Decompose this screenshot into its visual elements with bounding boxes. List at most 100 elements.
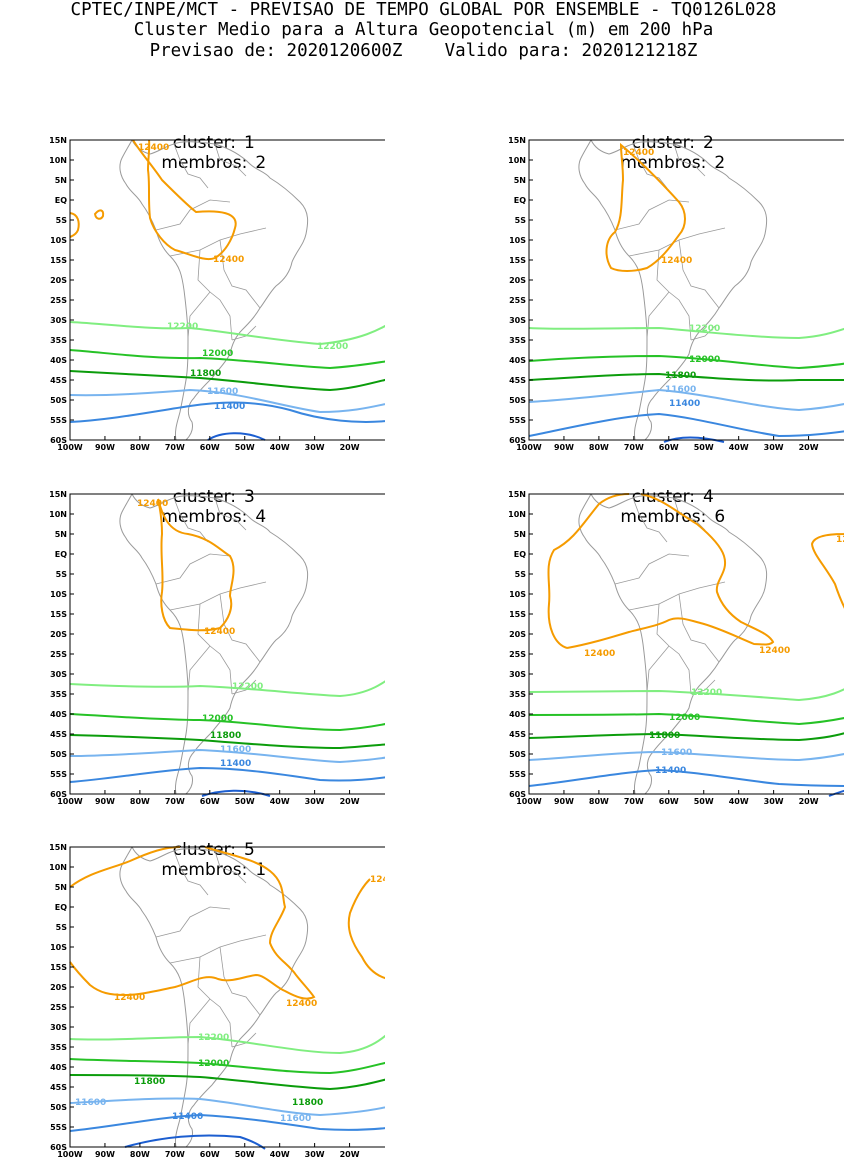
lat-tick-label: 10S xyxy=(509,590,526,599)
contours xyxy=(69,846,385,1150)
country-borders xyxy=(155,497,267,695)
label-12400: 12400 xyxy=(759,646,790,656)
contour-11200 xyxy=(201,789,271,797)
members-count: 6 xyxy=(714,507,726,527)
lon-tick-label: 90W xyxy=(95,443,115,452)
lat-tick-label: 45S xyxy=(50,1083,67,1092)
map-frame: 15N 10N 5N EQ 5S 10S 15S 20S 25S 30S 35S 40S 45S 50S 5… xyxy=(49,136,385,452)
coastline xyxy=(119,846,309,1148)
map-frame: 15N 10N 5N EQ 5S 10S 15S 20S 25S 30S 35S 40S 45S 50S 5… xyxy=(49,490,385,806)
lon-tick-label: 90W xyxy=(554,797,574,806)
lat-tick-label: 25S xyxy=(50,296,67,305)
contours xyxy=(528,493,844,797)
lat-tick-label: 20S xyxy=(509,276,526,285)
label-12400: 12400 xyxy=(213,255,244,265)
lon-tick-label: 20W xyxy=(799,797,819,806)
map-4: 12400 12400 12400 12200 12000 11800 1160… xyxy=(508,490,844,806)
label-11800: 11800 xyxy=(292,1098,323,1108)
lon-tick-label: 100W xyxy=(516,443,542,452)
lat-tick-label: 5S xyxy=(56,923,68,932)
lat-tick-label: 35S xyxy=(509,690,526,699)
lon-tick-label: 60W xyxy=(659,443,679,452)
lon-tick-label: 80W xyxy=(589,797,609,806)
label-12400: 12400 xyxy=(204,627,235,637)
lat-tick-label: 50S xyxy=(509,750,526,759)
label-12000: 12000 xyxy=(202,714,233,724)
label-12000: 12000 xyxy=(202,349,233,359)
lat-tick-label: 50S xyxy=(50,750,67,759)
contour-12400-b xyxy=(810,532,844,609)
label-12000: 12000 xyxy=(669,713,700,723)
lat-tick-label: 20S xyxy=(50,630,67,639)
lat-tick-label: 10N xyxy=(49,510,67,519)
lat-tick-label: 15N xyxy=(508,136,526,145)
lat-tick-label: 5S xyxy=(56,216,68,225)
label-11800: 11800 xyxy=(134,1077,165,1087)
lon-tick-label: 30W xyxy=(764,443,784,452)
lon-tick-label: 60W xyxy=(200,1150,220,1159)
label-11400: 11400 xyxy=(220,759,251,769)
lat-tick-label: 40S xyxy=(509,710,526,719)
lat-tick-label: 35S xyxy=(50,336,67,345)
lat-tick-label: 55S xyxy=(50,416,67,425)
plot-border xyxy=(69,493,385,795)
lat-tick-label: 10N xyxy=(508,510,526,519)
members-label: membros: xyxy=(620,507,707,527)
plot-border xyxy=(69,846,385,1148)
lon-tick-label: 90W xyxy=(554,443,574,452)
lat-tick-label: 30S xyxy=(509,316,526,325)
members-count: 1 xyxy=(255,860,267,880)
lon-tick-label: 20W xyxy=(340,797,360,806)
contour-11400 xyxy=(69,1113,385,1132)
lon-tick-label: 50W xyxy=(694,797,714,806)
lat-tick-label: 15S xyxy=(50,963,67,972)
lon-tick-label: 60W xyxy=(659,797,679,806)
lat-tick-label: 25S xyxy=(50,1003,67,1012)
label-12200: 12200 xyxy=(198,1033,229,1043)
contour-11800 xyxy=(528,732,844,742)
lon-tick-label: 60W xyxy=(200,797,220,806)
lat-tick-label: 15N xyxy=(49,843,67,852)
header-line-3: Previsao de: 2020120600Z Valido para: 20… xyxy=(149,41,698,61)
lat-tick-label: EQ xyxy=(55,903,67,912)
plot-border xyxy=(528,493,844,795)
lat-tick-label: 20S xyxy=(50,276,67,285)
country-borders xyxy=(614,497,726,695)
contour-12200 xyxy=(528,326,844,340)
lat-tick-label: 45S xyxy=(50,376,67,385)
contour-11400 xyxy=(528,768,844,787)
lat-tick-label: 5N xyxy=(55,530,67,539)
contour-12400 xyxy=(605,142,686,272)
lon-tick-label: 100W xyxy=(57,797,83,806)
map-frame: 15N 10N 5N EQ 5S 10S 15S 20S 25S 30S 35S 40S 45S 50S 5… xyxy=(508,136,844,452)
label-12000: 12000 xyxy=(198,1059,229,1069)
lat-tick-label: 40S xyxy=(50,710,67,719)
lat-tick-label: EQ xyxy=(55,550,67,559)
members-label: membros: xyxy=(620,153,707,173)
lat-tick-label: 10N xyxy=(49,863,67,872)
lat-tick-label: 5S xyxy=(56,570,68,579)
label-12400: 12400 xyxy=(137,499,168,509)
lon-tick-label: 30W xyxy=(305,1150,325,1159)
members-count: 4 xyxy=(255,507,267,527)
lon-tick-label: 80W xyxy=(130,1150,150,1159)
label-11800: 11800 xyxy=(210,731,241,741)
label-12400: 12400 xyxy=(836,535,844,545)
contour-12000 xyxy=(69,713,385,732)
contour-12400 xyxy=(132,139,237,260)
map-panel-1: cluster: 1 membros: 2 12400 12400 12200 12… xyxy=(40,113,385,452)
label-12400: 1240 xyxy=(370,875,385,885)
label-11600: 11600 xyxy=(665,385,696,395)
lat-tick-label: 15N xyxy=(508,490,526,499)
contours xyxy=(528,142,844,443)
contour-11600 xyxy=(69,748,385,764)
lon-tick-label: 100W xyxy=(57,443,83,452)
lat-tick-label: 5N xyxy=(514,530,526,539)
lat-tick-label: 10S xyxy=(50,590,67,599)
lat-tick-label: 55S xyxy=(50,770,67,779)
plot-border xyxy=(528,139,844,441)
lon-tick-label: 40W xyxy=(729,443,749,452)
lat-tick-label: 60S xyxy=(50,436,67,445)
lat-tick-label: 5S xyxy=(515,216,527,225)
lon-tick-label: 90W xyxy=(95,797,115,806)
